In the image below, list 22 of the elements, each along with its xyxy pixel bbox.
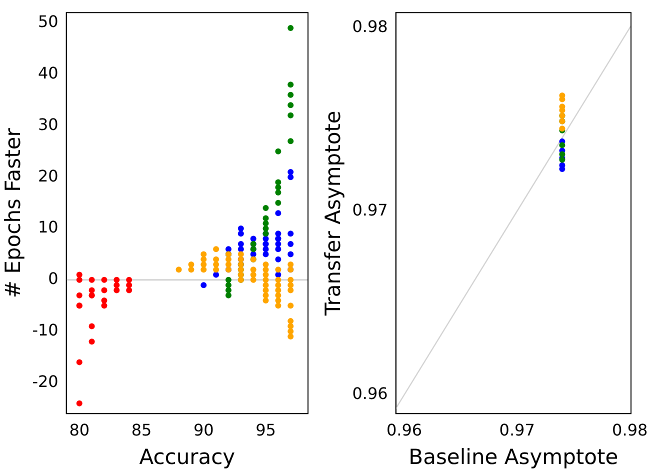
x-tick-label: 80 [69, 420, 90, 440]
y-tick-label: 30 [38, 114, 58, 134]
y-tick-label: 0.97 [352, 200, 388, 220]
y-tick-label: 40 [38, 63, 58, 82]
x-tick-label: 0.97 [499, 420, 535, 440]
y-tick-label: 0 [48, 269, 58, 288]
x-tick-label: 0.98 [612, 420, 648, 440]
x-tick-label: 0.96 [386, 420, 422, 440]
x-tick-label: 95 [256, 420, 276, 440]
y-tick-label: 0.96 [352, 384, 388, 403]
x-axis-title: Baseline Asymptote [408, 444, 618, 469]
y-tick-label: 50 [38, 12, 58, 32]
x-axis-title: Accuracy [139, 444, 236, 469]
y-axis-title: # Epochs Faster [1, 128, 26, 298]
x-tick-label: 85 [131, 420, 152, 440]
y-tick-label: 0.98 [352, 16, 388, 36]
y-tick-label: -10 [32, 320, 58, 340]
y-tick-label: 10 [38, 218, 58, 237]
x-tick-label: 90 [193, 420, 214, 440]
y-tick-label: 20 [38, 166, 58, 186]
y-tick-label: -20 [32, 372, 58, 391]
y-axis-title: Transfer Asymptote [321, 110, 346, 317]
